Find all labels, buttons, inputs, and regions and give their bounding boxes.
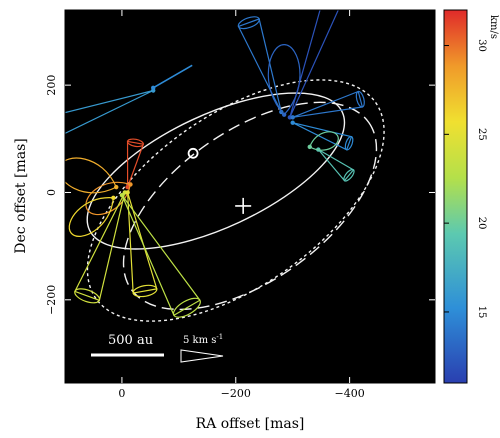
feature-cone bbox=[317, 149, 355, 182]
feature-cone bbox=[292, 90, 364, 118]
feature-spot bbox=[290, 120, 295, 125]
feature-spot bbox=[125, 190, 130, 195]
feature-cone-cap bbox=[74, 288, 101, 304]
feature-cone bbox=[289, 10, 341, 118]
colorbar-tick-label: 15 bbox=[476, 306, 487, 319]
colorbar-tick-label: 30 bbox=[476, 39, 487, 52]
feature-cone bbox=[65, 89, 154, 156]
feature-loop bbox=[65, 157, 117, 194]
maser-feature bbox=[290, 120, 354, 151]
ellipse-dashed bbox=[122, 101, 378, 311]
center-circle-marker bbox=[187, 147, 199, 159]
feature-line bbox=[152, 64, 193, 89]
y-tick-label: 200 bbox=[45, 75, 58, 96]
feature-loop bbox=[85, 181, 132, 216]
maser-feature bbox=[85, 181, 133, 216]
x-tick-label: 0 bbox=[118, 387, 125, 400]
feature-cone bbox=[292, 122, 353, 151]
colorbar-tick-label: 25 bbox=[476, 128, 487, 141]
feature-cone bbox=[126, 140, 145, 188]
feature-cone bbox=[74, 192, 126, 302]
x-tick-label: −200 bbox=[221, 387, 251, 400]
feature-cone-cap bbox=[343, 168, 355, 182]
feature-cone-cap bbox=[344, 135, 354, 151]
maser-feature bbox=[119, 192, 201, 318]
maser-feature-layer bbox=[65, 10, 365, 318]
feature-cone bbox=[237, 18, 282, 113]
feature-cone-cap bbox=[355, 90, 365, 108]
ellipse-solid bbox=[86, 92, 346, 250]
velocity-key-cone bbox=[180, 349, 224, 363]
y-axis-title: Dec offset [mas] bbox=[13, 138, 29, 253]
maser-feature bbox=[307, 131, 339, 151]
x-tick-label: −400 bbox=[335, 387, 365, 400]
colorbar-ticks: 30 25 20 15 bbox=[444, 39, 487, 318]
x-axis-ticks: 0 −200 −400 bbox=[118, 10, 365, 400]
feature-loop bbox=[68, 197, 115, 237]
feature-spot bbox=[114, 184, 119, 190]
feature-cone bbox=[121, 194, 201, 317]
plot-content bbox=[65, 10, 385, 322]
feature-spot bbox=[125, 184, 130, 190]
velocity-key-label: 5 km s-1 bbox=[183, 333, 223, 346]
feature-cone-cap bbox=[132, 284, 158, 298]
feature-loop bbox=[309, 131, 339, 151]
plot-frame bbox=[64, 9, 436, 384]
plot-area bbox=[65, 10, 435, 383]
feature-spot bbox=[119, 192, 125, 198]
maser-feature bbox=[125, 138, 145, 190]
feature-spot bbox=[128, 182, 133, 187]
y-tick-label: −200 bbox=[45, 285, 58, 315]
feature-spot bbox=[307, 144, 312, 150]
colorbar bbox=[443, 9, 468, 384]
feature-cone-cap bbox=[172, 297, 201, 318]
marker-layer bbox=[187, 147, 252, 214]
feature-spot bbox=[290, 115, 295, 120]
y-tick-label: 0 bbox=[45, 189, 58, 196]
scale-bar-label: 500 au bbox=[108, 333, 153, 348]
feature-spot bbox=[151, 85, 156, 91]
maser-feature bbox=[290, 90, 365, 120]
maser-feature bbox=[65, 157, 119, 194]
maser-feature bbox=[68, 195, 116, 237]
feature-spot bbox=[281, 112, 287, 117]
y-axis-ticks: 200 0 −200 bbox=[45, 75, 435, 315]
feature-cone-cap bbox=[237, 16, 260, 30]
colorbar-unit: km/s bbox=[488, 15, 499, 39]
feature-cone-cap bbox=[126, 138, 144, 148]
feature-spot bbox=[111, 195, 116, 201]
maser-feature bbox=[151, 64, 193, 91]
colorbar-tick-label: 20 bbox=[476, 217, 487, 230]
x-axis-title: RA offset [mas] bbox=[196, 416, 305, 432]
